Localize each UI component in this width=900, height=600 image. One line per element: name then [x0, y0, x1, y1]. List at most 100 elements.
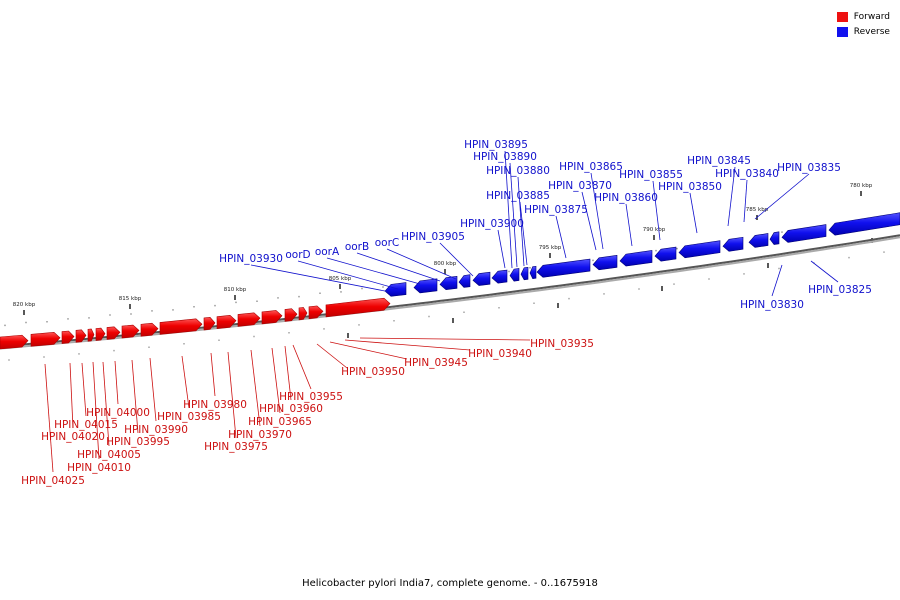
reverse-gene-arrow — [748, 233, 769, 248]
forward-gene-arrow — [61, 330, 75, 344]
label-leader-line — [519, 201, 528, 266]
gene-label: HPIN_03850 — [658, 181, 722, 193]
gene-label: HPIN_03860 — [594, 192, 658, 204]
gene-label: HPIN_03905 — [401, 231, 465, 243]
reverse-gene-arrow — [654, 246, 677, 262]
label-leader-line — [271, 347, 281, 414]
reverse-gene-arrow — [491, 269, 508, 284]
forward-gene-arrow — [325, 297, 391, 318]
gene-label: HPIN_03975 — [204, 441, 268, 453]
forward-gene-arrow — [87, 328, 95, 342]
label-leader-line — [181, 355, 190, 409]
legend-item-reverse[interactable]: Reverse — [836, 24, 890, 39]
reverse-gene-arrow — [413, 278, 438, 294]
forward-gene-arrow — [95, 327, 106, 341]
forward-gene-arrow — [121, 324, 140, 339]
label-leader-line — [727, 166, 736, 227]
label-leader-line — [292, 344, 312, 390]
label-leader-line — [114, 360, 119, 405]
forward-gene-arrow — [237, 312, 261, 327]
ruler-label: 815 kbp — [119, 296, 142, 302]
gene-label: HPIN_03885 — [486, 190, 550, 202]
label-leader-line — [227, 351, 237, 439]
forward-gene-arrow — [75, 329, 87, 343]
gene-label: HPIN_03895 — [464, 139, 528, 151]
gene-label: HPIN_03855 — [619, 169, 683, 181]
gene-label: oorC — [375, 237, 400, 249]
reverse-gene-arrow — [536, 258, 591, 278]
gene-label: HPIN_03825 — [808, 284, 872, 296]
ruler-label: 810 kbp — [224, 287, 247, 293]
gene-label: HPIN_03875 — [524, 204, 588, 216]
label-leader-line — [69, 362, 74, 429]
label-leader-line — [504, 150, 513, 269]
legend: Forward Reverse — [836, 9, 890, 39]
gene-label: HPIN_03950 — [341, 366, 405, 378]
legend-item-forward[interactable]: Forward — [836, 9, 890, 24]
forward-gene-arrow — [308, 305, 324, 320]
reverse-gene-arrow — [781, 224, 827, 243]
forward-gene-arrow — [216, 314, 237, 329]
label-leader-line — [517, 176, 525, 267]
forward-gene-arrow — [284, 308, 298, 322]
gene-label: HPIN_04025 — [21, 475, 85, 487]
label-leader-line — [344, 339, 471, 351]
gene-label: HPIN_03845 — [687, 155, 751, 167]
gene-label: HPIN_03840 — [715, 168, 779, 180]
label-leader-line — [590, 172, 604, 250]
forward-gene-arrow — [106, 326, 121, 340]
forward-gene-arrow — [203, 317, 216, 331]
label-leader-line — [497, 229, 506, 269]
reverse-swatch — [836, 26, 848, 37]
gene-label: oorB — [345, 241, 369, 253]
label-leader-line — [439, 242, 474, 277]
label-leader-line — [297, 260, 399, 290]
reverse-gene-arrow — [458, 274, 471, 288]
gene-label: HPIN_04000 — [86, 407, 150, 419]
gene-label: HPIN_03940 — [468, 348, 532, 360]
gene-label: HPIN_03935 — [530, 338, 594, 350]
gene-label: HPIN_03890 — [473, 151, 537, 163]
reverse-gene-arrow — [678, 240, 721, 259]
ruler-label: 795 kbp — [539, 245, 562, 251]
reverse-gene-arrow — [592, 255, 618, 271]
gene-label: HPIN_03865 — [559, 161, 623, 173]
label-leader-line — [581, 191, 597, 251]
reverse-gene-arrow — [828, 212, 900, 236]
gene-label: HPIN_04020 — [41, 431, 105, 443]
label-leader-line — [102, 361, 110, 447]
label-leader-line — [555, 215, 567, 259]
label-leader-line — [210, 352, 216, 397]
forward-gene-arrow — [159, 318, 203, 335]
gene-label: HPIN_03995 — [106, 436, 170, 448]
label-leader-line — [810, 260, 839, 283]
reverse-gene-arrow — [722, 236, 744, 252]
gene-layer — [0, 212, 900, 350]
gene-label: HPIN_03970 — [228, 429, 292, 441]
label-leader-line — [250, 264, 391, 293]
gene-label: HPIN_03980 — [183, 399, 247, 411]
forward-gene-arrow — [30, 332, 61, 347]
ruler-label: 800 kbp — [434, 261, 457, 267]
ruler-label: 780 kbp — [850, 183, 873, 189]
label-leader-line — [754, 173, 810, 220]
gene-label: HPIN_03835 — [777, 162, 841, 174]
gene-label: HPIN_04015 — [54, 419, 118, 431]
gene-label: HPIN_03830 — [740, 299, 804, 311]
gene-label: HPIN_03930 — [219, 253, 283, 265]
reverse-gene-arrow — [472, 271, 491, 286]
label-leader-line — [149, 357, 157, 422]
gene-label: oorD — [285, 249, 310, 261]
label-leader-line — [81, 362, 87, 417]
label-leader-line — [250, 349, 261, 427]
label-leader-line — [771, 264, 783, 297]
reverse-gene-arrow — [619, 250, 653, 267]
forward-swatch — [836, 11, 848, 22]
map-caption: Helicobacter pylori India7, complete gen… — [302, 578, 598, 589]
reverse-gene-arrow — [520, 266, 529, 281]
label-leader-line — [386, 248, 457, 280]
label-leader-line — [689, 192, 698, 234]
ruler-label: 805 kbp — [329, 276, 352, 282]
reverse-gene-arrow — [509, 268, 520, 282]
